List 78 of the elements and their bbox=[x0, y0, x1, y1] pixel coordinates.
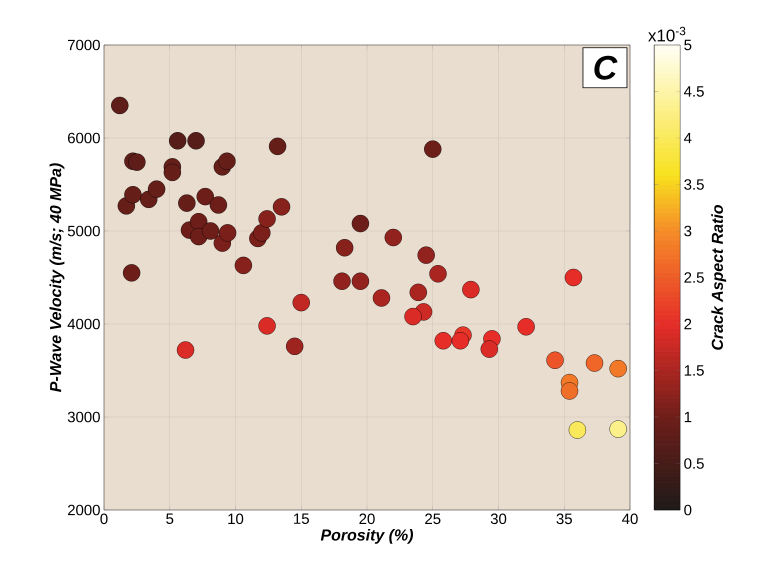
point bbox=[480, 340, 498, 358]
color-bar-label: 0 bbox=[684, 504, 692, 516]
point bbox=[190, 213, 208, 230]
point bbox=[609, 420, 627, 438]
point bbox=[234, 256, 252, 274]
point bbox=[187, 132, 205, 150]
point bbox=[258, 210, 276, 228]
y-axis-title: P-Wave Velocity (m/s; 40 MPa) bbox=[50, 163, 64, 392]
point bbox=[111, 96, 128, 114]
point bbox=[410, 284, 427, 302]
point bbox=[258, 317, 276, 335]
y-tick-label: 5000 bbox=[68, 226, 100, 236]
point bbox=[196, 188, 214, 206]
point bbox=[333, 272, 351, 290]
x-tick-label: 5 bbox=[166, 514, 174, 524]
y-tick-label: 2000 bbox=[68, 504, 100, 516]
point bbox=[452, 332, 470, 350]
point bbox=[517, 318, 535, 336]
point bbox=[210, 196, 228, 214]
x-tick-label: 20 bbox=[359, 514, 375, 524]
color-bar-title: Crack Aspect Ratio bbox=[711, 204, 726, 350]
x-tick-label: 25 bbox=[425, 514, 440, 524]
point bbox=[168, 132, 186, 150]
text: x10$^{-3}$ bbox=[648, 26, 686, 42]
y-tick-label: 3000 bbox=[68, 412, 100, 422]
color-bar-label: 3.5 bbox=[684, 179, 704, 190]
color-bar-label: 2.5 bbox=[684, 272, 704, 283]
x-tick-label: 35 bbox=[556, 514, 572, 524]
y-tick-label: 6000 bbox=[68, 132, 100, 144]
color-bar-label: 4.5 bbox=[684, 86, 704, 97]
point bbox=[272, 198, 290, 216]
color-bar-label: 1 bbox=[684, 412, 692, 422]
point bbox=[586, 354, 604, 372]
point bbox=[352, 214, 370, 232]
point bbox=[609, 360, 627, 378]
x-tick-label: 10 bbox=[228, 514, 244, 524]
color-bar-label: 2 bbox=[684, 318, 692, 330]
point bbox=[462, 280, 480, 298]
point bbox=[429, 265, 447, 282]
x-tick-label: 40 bbox=[622, 514, 638, 524]
point bbox=[253, 224, 270, 242]
point bbox=[568, 421, 586, 439]
y-tick-label: 4000 bbox=[68, 318, 100, 330]
point bbox=[178, 194, 196, 212]
color-bar-label: 3 bbox=[684, 226, 692, 236]
point bbox=[564, 268, 582, 286]
color-bar-label: 0.5 bbox=[684, 458, 704, 469]
point bbox=[372, 289, 390, 307]
point bbox=[128, 153, 146, 171]
point bbox=[336, 239, 354, 256]
x-tick-label: 0 bbox=[100, 514, 108, 524]
y-tick-label: 7000 bbox=[68, 40, 100, 50]
point bbox=[176, 341, 194, 359]
point bbox=[122, 264, 140, 282]
point bbox=[202, 222, 220, 240]
point bbox=[424, 140, 442, 158]
point bbox=[292, 294, 310, 312]
point bbox=[560, 382, 578, 400]
x-tick-label: 15 bbox=[294, 514, 309, 524]
point bbox=[384, 228, 402, 246]
point bbox=[268, 138, 286, 156]
color-bar-label: 1.5 bbox=[684, 365, 704, 376]
point bbox=[124, 186, 142, 204]
color-bar-label: 5 bbox=[684, 40, 692, 50]
point bbox=[434, 332, 452, 350]
point bbox=[286, 338, 304, 356]
x-axis-title: Porosity (%) bbox=[320, 528, 414, 544]
point bbox=[546, 352, 564, 369]
point bbox=[417, 246, 435, 264]
point bbox=[404, 308, 422, 326]
point bbox=[352, 272, 370, 290]
point bbox=[218, 224, 236, 242]
point bbox=[218, 152, 236, 170]
annotation: C bbox=[594, 56, 618, 80]
point bbox=[164, 164, 182, 182]
x-tick-label: 30 bbox=[490, 514, 506, 524]
point bbox=[148, 180, 166, 198]
color-bar-label: 4 bbox=[684, 132, 692, 144]
